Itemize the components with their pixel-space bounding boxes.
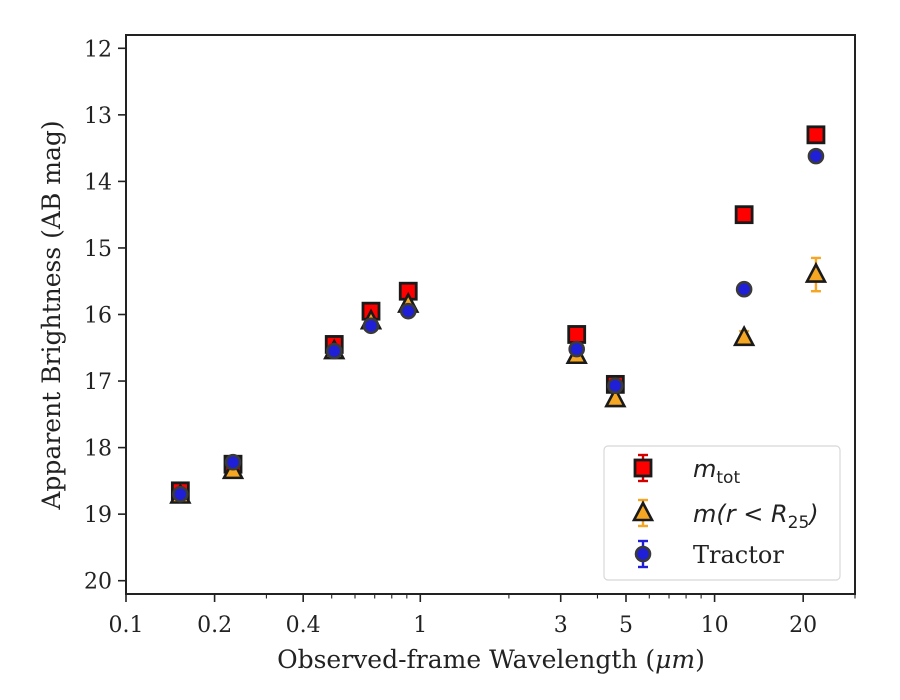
marker-circle xyxy=(172,485,189,503)
marker-circle xyxy=(607,377,624,395)
y-tick-label: 14 xyxy=(84,170,112,195)
y-axis: 12 13 14 15 16 17 18 19 20 xyxy=(84,37,126,595)
data-point-tractor xyxy=(325,342,343,360)
legend-item-mtot: mtot xyxy=(633,453,740,488)
legend-label: m(r < R25) xyxy=(693,500,819,533)
x-tick-label: 1 xyxy=(413,613,427,638)
legend-marker-triangle xyxy=(631,500,655,522)
x-tick-label: 5 xyxy=(619,613,633,638)
x-tick-label: 10 xyxy=(701,613,729,638)
data-point-mtot xyxy=(734,205,754,225)
y-tick-label: 12 xyxy=(84,37,112,62)
data-point-tractor xyxy=(607,377,624,395)
marker-square xyxy=(567,325,587,344)
marker-circle xyxy=(362,317,380,335)
legend-label: mtot xyxy=(693,455,740,488)
x-axis: 0.1 0.2 0.4 1 3 5 10 20 xyxy=(109,594,856,638)
legend-label: Tractor xyxy=(693,541,784,569)
plot-marks xyxy=(169,125,828,504)
y-tick-label: 18 xyxy=(84,437,112,462)
marker-triangle xyxy=(604,386,627,408)
legend-marker-circle xyxy=(634,545,652,563)
marker-circle xyxy=(807,147,825,165)
legend: mtot m(r < R25) Tractor xyxy=(603,445,841,581)
x-tick-label: 0.2 xyxy=(197,613,232,638)
y-axis-label: Apparent Brightness (AB mag) xyxy=(37,120,66,510)
data-point-tractor xyxy=(172,485,189,503)
y-tick-label: 20 xyxy=(84,570,112,595)
y-tick-label: 17 xyxy=(84,370,112,395)
x-tick-label: 0.4 xyxy=(286,613,321,638)
marker-square xyxy=(734,205,754,225)
marker-triangle xyxy=(732,325,756,347)
legend-item-tractor: Tractor xyxy=(634,539,784,569)
data-point-mtot xyxy=(567,325,587,344)
data-point-tractor xyxy=(224,453,242,471)
marker-circle xyxy=(735,280,753,298)
x-tick-label: 20 xyxy=(789,613,817,638)
legend-marker-square xyxy=(633,458,653,478)
data-point-m-r-lt-r25 xyxy=(604,386,627,408)
series-mtot xyxy=(170,125,826,501)
marker-circle xyxy=(224,453,242,471)
data-point-m-r-lt-r25 xyxy=(804,256,828,293)
data-point-tractor xyxy=(362,317,380,335)
x-tick-label: 0.1 xyxy=(109,613,144,638)
x-tick-label: 3 xyxy=(554,613,568,638)
legend-item-m-r-lt-r25: m(r < R25) xyxy=(631,498,819,533)
data-point-m-r-lt-r25 xyxy=(732,325,756,347)
marker-square xyxy=(806,125,826,145)
marker-circle xyxy=(568,340,586,358)
data-point-tractor xyxy=(735,280,753,298)
legend-box xyxy=(603,445,841,581)
y-tick-label: 16 xyxy=(84,304,112,329)
data-point-tractor xyxy=(807,147,825,165)
y-tick-label: 15 xyxy=(84,237,112,262)
marker-circle xyxy=(325,342,343,360)
marker-circle xyxy=(399,302,417,320)
data-point-tractor xyxy=(399,302,417,320)
y-tick-label: 19 xyxy=(84,503,112,528)
series-tractor xyxy=(172,147,825,503)
data-point-tractor xyxy=(568,340,586,358)
marker-triangle xyxy=(804,261,828,283)
x-axis-label: Observed-frame Wavelength (μm) xyxy=(277,645,705,674)
y-tick-label: 13 xyxy=(84,104,112,129)
data-point-mtot xyxy=(806,125,826,145)
